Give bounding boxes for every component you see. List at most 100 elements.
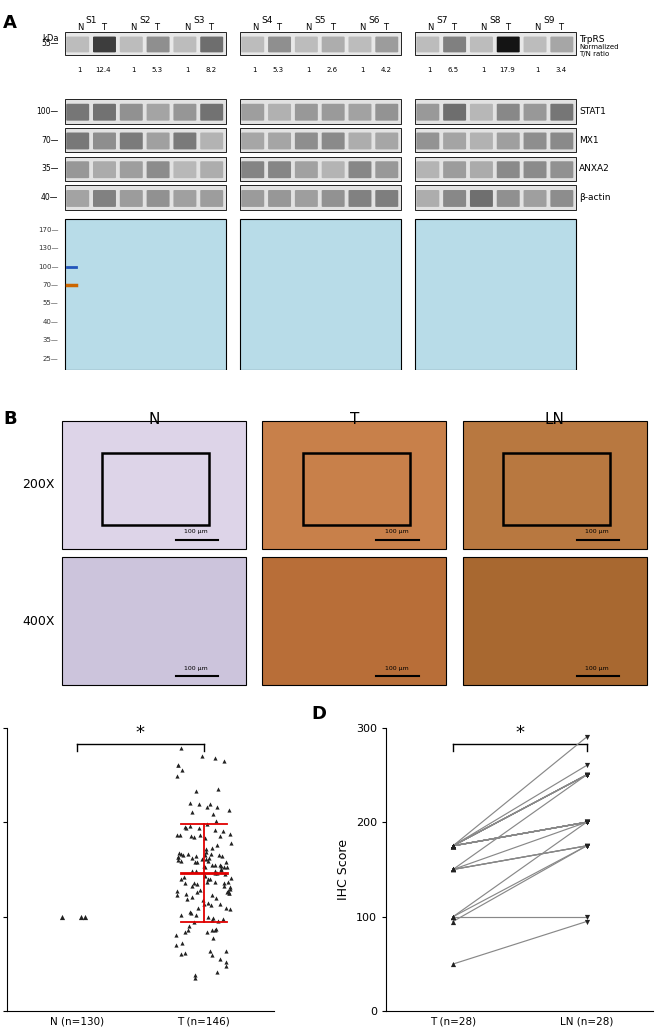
Point <box>205 846 216 863</box>
Point <box>225 835 236 851</box>
Text: S4: S4 <box>261 15 273 25</box>
FancyBboxPatch shape <box>295 104 318 121</box>
Point <box>187 863 197 879</box>
Point <box>195 881 205 898</box>
Point <box>447 908 458 925</box>
Point <box>581 814 592 831</box>
Point <box>177 762 187 778</box>
Text: 70—: 70— <box>41 135 58 144</box>
Point <box>212 865 222 881</box>
Point <box>447 838 458 854</box>
Point <box>176 740 187 756</box>
Text: 5.3: 5.3 <box>273 67 284 72</box>
FancyBboxPatch shape <box>321 36 345 53</box>
Point <box>447 838 458 854</box>
Point <box>581 913 592 930</box>
Point <box>447 862 458 878</box>
Point <box>447 838 458 854</box>
Point <box>218 911 229 928</box>
FancyBboxPatch shape <box>321 190 345 206</box>
FancyBboxPatch shape <box>262 421 446 549</box>
FancyBboxPatch shape <box>66 132 89 150</box>
Point <box>201 816 212 833</box>
Text: N: N <box>534 23 541 32</box>
Point <box>215 857 226 873</box>
FancyBboxPatch shape <box>463 421 647 549</box>
Text: 1: 1 <box>131 67 136 72</box>
Point <box>581 838 592 854</box>
Point <box>581 767 592 783</box>
Point <box>189 970 200 987</box>
Point <box>183 922 194 938</box>
FancyBboxPatch shape <box>200 132 223 150</box>
Text: S8: S8 <box>490 15 501 25</box>
Point <box>182 891 192 907</box>
FancyBboxPatch shape <box>147 104 170 121</box>
Point <box>581 757 592 774</box>
Text: LN: LN <box>544 413 565 427</box>
Point <box>218 875 229 892</box>
FancyBboxPatch shape <box>416 104 440 121</box>
FancyBboxPatch shape <box>295 190 318 206</box>
FancyBboxPatch shape <box>242 132 264 150</box>
FancyBboxPatch shape <box>523 104 546 121</box>
Point <box>193 820 204 837</box>
Point <box>186 804 197 820</box>
Point <box>207 910 218 927</box>
Point <box>447 908 458 925</box>
Text: STAT1: STAT1 <box>579 107 606 116</box>
Point <box>180 874 191 891</box>
Text: S9: S9 <box>543 15 554 25</box>
Point <box>201 924 212 940</box>
Point <box>191 883 202 900</box>
Text: 100 μm: 100 μm <box>184 529 208 535</box>
FancyBboxPatch shape <box>147 161 170 179</box>
Point <box>191 863 201 879</box>
Text: 4.2: 4.2 <box>380 67 391 72</box>
FancyBboxPatch shape <box>497 104 519 121</box>
Point <box>225 900 236 916</box>
Point <box>581 814 592 831</box>
FancyBboxPatch shape <box>268 36 291 53</box>
FancyBboxPatch shape <box>497 36 519 53</box>
FancyBboxPatch shape <box>497 132 519 150</box>
FancyBboxPatch shape <box>66 161 89 179</box>
Text: S5: S5 <box>315 15 326 25</box>
Point <box>581 814 592 831</box>
FancyBboxPatch shape <box>66 190 89 206</box>
FancyBboxPatch shape <box>550 36 574 53</box>
Text: 55—: 55— <box>41 39 58 49</box>
Point <box>184 917 195 934</box>
Point <box>194 796 205 812</box>
Text: 17.9: 17.9 <box>499 67 515 72</box>
FancyBboxPatch shape <box>416 161 440 179</box>
FancyBboxPatch shape <box>240 32 401 56</box>
Point <box>210 874 220 891</box>
Point <box>193 900 203 916</box>
Point <box>215 828 226 844</box>
Point <box>210 821 220 838</box>
FancyBboxPatch shape <box>523 190 546 206</box>
Point <box>185 817 195 834</box>
Point <box>80 908 90 925</box>
FancyBboxPatch shape <box>321 161 345 179</box>
Point <box>220 853 231 870</box>
Point <box>202 799 213 815</box>
FancyBboxPatch shape <box>348 104 372 121</box>
FancyBboxPatch shape <box>463 557 647 685</box>
Point <box>581 838 592 854</box>
Point <box>185 904 196 921</box>
Point <box>224 881 235 898</box>
Point <box>581 814 592 831</box>
FancyBboxPatch shape <box>348 36 372 53</box>
Point <box>216 848 227 865</box>
FancyBboxPatch shape <box>550 104 574 121</box>
FancyBboxPatch shape <box>93 190 116 206</box>
Point <box>203 871 213 888</box>
FancyBboxPatch shape <box>240 186 401 209</box>
FancyBboxPatch shape <box>65 157 226 181</box>
Point <box>171 936 182 953</box>
Point <box>189 830 199 846</box>
Point <box>216 862 226 878</box>
Text: N: N <box>77 23 83 32</box>
